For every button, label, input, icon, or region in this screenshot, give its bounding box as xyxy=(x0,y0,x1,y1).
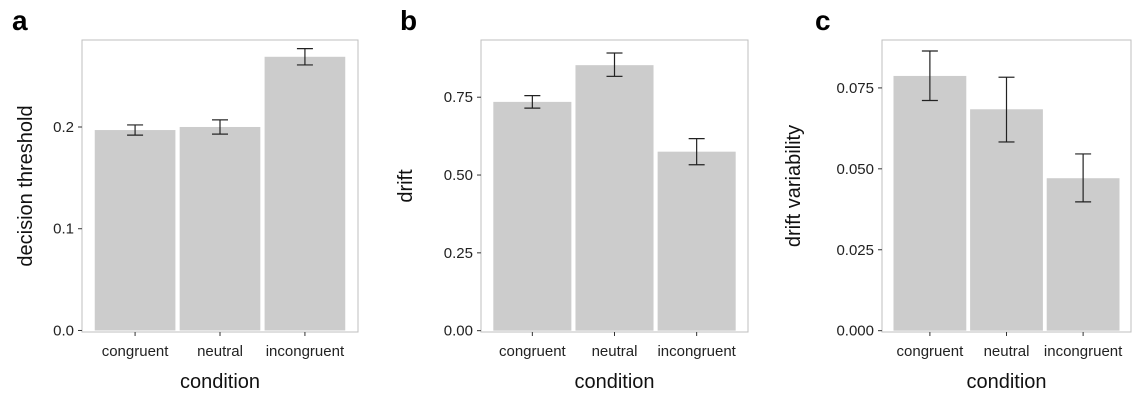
x-axis-title: condition xyxy=(966,371,1046,393)
y-tick-label: 0.050 xyxy=(836,161,874,178)
error-bar-neutral xyxy=(606,52,623,77)
bar-congruent xyxy=(94,130,176,331)
error-bar-congruent xyxy=(921,50,938,102)
y-axis-title: drift xyxy=(395,169,417,203)
y-tick-label: 0.2 xyxy=(53,119,74,136)
y-tick-label: 0.50 xyxy=(444,167,473,184)
panel-c: c 0.000 0.025 0.050 0.075 congruent neutral inc… xyxy=(783,5,1132,393)
panel-letter: a xyxy=(12,5,28,36)
x-tick-label: neutral xyxy=(197,343,243,360)
bar-congruent xyxy=(893,75,967,331)
y-tick-label: 0.000 xyxy=(836,323,874,340)
x-tick-label: congruent xyxy=(102,343,170,360)
error-bar-neutral xyxy=(212,119,228,135)
y-tick-label: 0.75 xyxy=(444,89,473,106)
panel-b: b 0.00 0.25 0.50 0.75 congruent neutral incongr… xyxy=(395,5,749,393)
y-axis-title: decision threshold xyxy=(15,105,37,266)
x-tick-label: incongruent xyxy=(266,343,345,360)
x-axis-title: condition xyxy=(180,371,260,393)
x-tick-label: incongruent xyxy=(1044,343,1123,360)
y-axis-title: drift variability xyxy=(783,125,805,247)
bar-incongruent xyxy=(1046,178,1120,331)
error-bar-congruent xyxy=(524,95,541,109)
error-bar-incongruent xyxy=(296,48,313,66)
panel-a: a 0.0 0.1 0.2 congruent neutral incongruent con… xyxy=(12,5,359,393)
x-tick-label: congruent xyxy=(499,343,567,360)
error-bar-congruent xyxy=(127,124,144,136)
y-tick-label: 0.00 xyxy=(444,323,473,340)
error-bar-neutral xyxy=(998,76,1015,143)
bar-neutral xyxy=(575,65,654,331)
x-axis-title: condition xyxy=(574,371,654,393)
error-bar-incongruent xyxy=(688,138,705,166)
y-tick-label: 0.1 xyxy=(53,221,74,238)
x-tick-label: incongruent xyxy=(657,343,736,360)
x-tick-label: neutral xyxy=(592,343,638,360)
error-bar-incongruent xyxy=(1075,153,1092,203)
bar-incongruent xyxy=(264,56,346,331)
bar-neutral xyxy=(970,109,1043,331)
x-tick-label: congruent xyxy=(897,343,965,360)
bar-incongruent xyxy=(657,151,736,331)
bar-neutral xyxy=(179,126,261,331)
y-tick-label: 0.025 xyxy=(836,242,874,259)
x-tick-label: neutral xyxy=(984,343,1030,360)
bar-congruent xyxy=(493,101,572,331)
y-tick-label: 0.25 xyxy=(444,245,473,262)
panel-letter: c xyxy=(815,5,831,36)
y-tick-label: 0.0 xyxy=(53,322,74,339)
y-tick-label: 0.075 xyxy=(836,80,874,97)
panel-letter: b xyxy=(400,5,417,36)
